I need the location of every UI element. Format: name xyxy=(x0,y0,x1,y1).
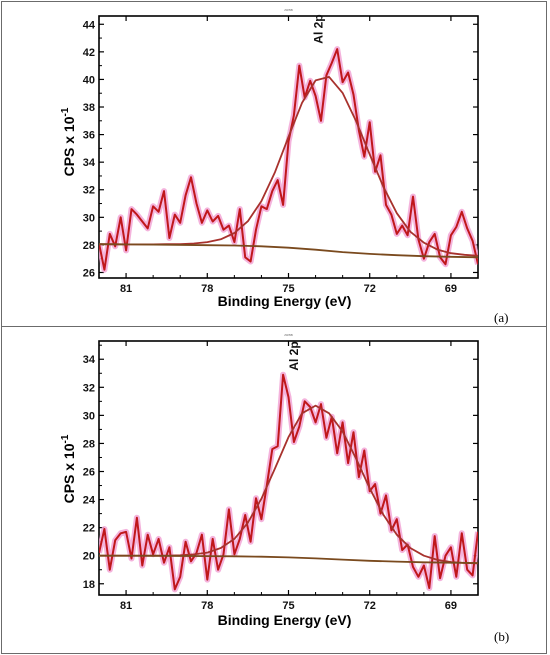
y-tick-label: 30 xyxy=(83,410,95,422)
panel-label-b: (b) xyxy=(494,629,510,644)
y-tick-label: 28 xyxy=(83,240,95,252)
tiny-header: ʌʀʙʙ xyxy=(284,332,292,337)
x-tick-label: 72 xyxy=(364,600,376,612)
y-tick-label: 22 xyxy=(83,523,95,535)
y-tick-label: 44 xyxy=(83,19,96,31)
x-tick-label: 75 xyxy=(282,600,294,612)
panel-label-a: (a) xyxy=(494,310,509,325)
y-axis-title: CPS x 10-1 xyxy=(60,434,77,503)
y-tick-label: 38 xyxy=(83,102,95,114)
raw-series-line xyxy=(99,48,478,271)
background-series-line xyxy=(99,554,478,564)
chart-b: ʌʀʙʙ 18 20 22 24 26 28 30 32 34 81 78 75 72 69 Binding … xyxy=(60,332,479,628)
background-series-line xyxy=(99,243,478,259)
y-tick-label: 26 xyxy=(83,467,95,479)
x-tick-label: 72 xyxy=(364,283,376,295)
peak-label: Al 2p xyxy=(311,14,325,43)
y-tick-label: 32 xyxy=(83,185,95,197)
y-axis-title: CPS x 10-1 xyxy=(60,107,77,176)
raw-series-halo xyxy=(99,46,478,273)
x-axis-title: Binding Energy (eV) xyxy=(218,612,352,628)
panel-a: ʌʀʙʙ 26 28 30 32 34 36 38 40 42 44 81 78 75 72 69 Bindin… xyxy=(1,1,547,327)
y-tick-label: 40 xyxy=(83,74,95,86)
y-tick-label: 34 xyxy=(83,157,96,169)
y-tick-label: 36 xyxy=(83,130,95,142)
y-tick-label: 20 xyxy=(83,551,95,563)
y-tick-label: 32 xyxy=(83,382,95,394)
x-axis-title: Binding Energy (eV) xyxy=(218,293,352,309)
peak-label: Al 2p xyxy=(287,341,301,370)
y-tick-label: 18 xyxy=(83,579,95,591)
y-tick-label: 34 xyxy=(83,354,96,366)
x-tick-label: 78 xyxy=(201,283,213,295)
tiny-header: ʌʀʙʙ xyxy=(284,7,292,12)
y-tick-label: 30 xyxy=(83,212,95,224)
y-tick-label: 28 xyxy=(83,438,95,450)
panel-b: ʌʀʙʙ 18 20 22 24 26 28 30 32 34 81 78 75 72 69 Binding … xyxy=(1,327,547,654)
x-tick-label: 75 xyxy=(282,283,294,295)
y-tick-label: 42 xyxy=(83,47,95,59)
x-tick-label: 78 xyxy=(201,600,213,612)
x-tick-label: 81 xyxy=(120,600,132,612)
chart-a: ʌʀʙʙ 26 28 30 32 34 36 38 40 42 44 81 78 75 72 69 Bindin… xyxy=(60,7,479,309)
x-tick-label: 81 xyxy=(120,283,132,295)
x-tick-label: 69 xyxy=(445,600,457,612)
y-tick-label: 26 xyxy=(83,267,95,279)
x-tick-label: 69 xyxy=(445,283,457,295)
y-tick-label: 24 xyxy=(83,495,96,507)
